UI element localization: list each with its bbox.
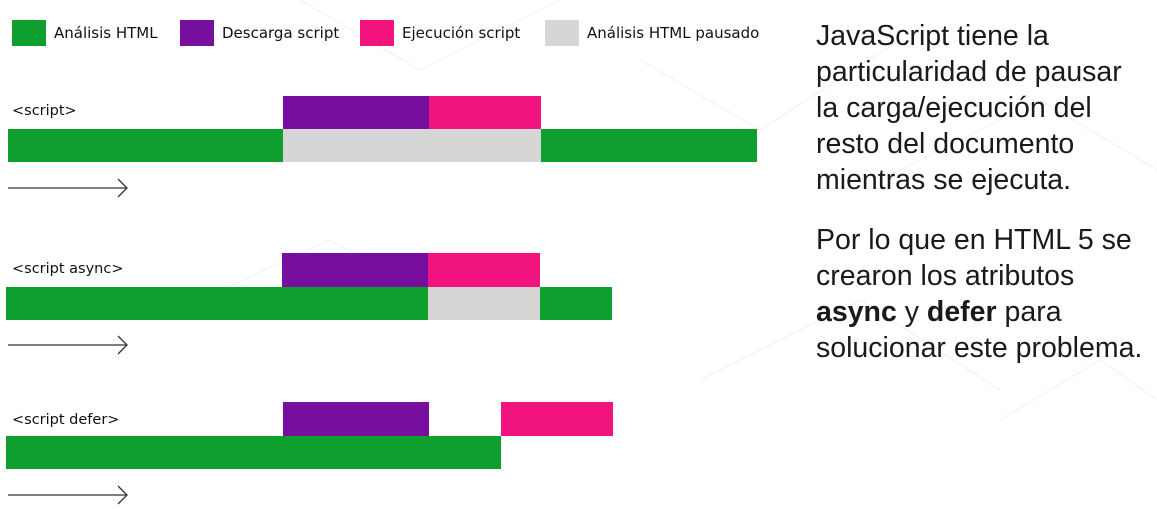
row1-parse-segment-1 xyxy=(8,129,283,162)
explanation-p2-after: para solucionar este problema. xyxy=(816,296,1143,364)
row1-execute-segment xyxy=(429,96,541,129)
row3-parse-segment xyxy=(6,436,501,469)
explanation-async-keyword: async xyxy=(816,296,897,328)
row1-time-arrow-icon xyxy=(8,178,128,198)
row2-time-arrow-icon xyxy=(8,335,128,355)
row1-download-segment xyxy=(283,96,429,129)
row3-download-segment xyxy=(283,402,429,436)
legend-swatch-execute xyxy=(360,20,394,46)
row2-paused-segment xyxy=(428,287,540,320)
legend-swatch-download xyxy=(180,20,214,46)
explanation-p2-before: Por lo que en HTML 5 se crearon los atri… xyxy=(816,224,1132,292)
row-label-script: <script> xyxy=(12,103,77,119)
row2-execute-segment xyxy=(428,253,540,287)
explanation-p2-middle: y xyxy=(896,296,927,328)
explanation-text: JavaScript tiene la particularidad de pa… xyxy=(816,18,1146,390)
row2-parse-segment-1 xyxy=(6,287,428,320)
legend-label-download: Descarga script xyxy=(222,24,340,42)
explanation-paragraph-1: JavaScript tiene la particularidad de pa… xyxy=(816,20,1122,196)
row2-download-segment xyxy=(282,253,428,287)
legend-swatch-paused xyxy=(545,20,579,46)
legend-swatch-parse xyxy=(12,20,46,46)
row3-execute-segment xyxy=(501,402,613,436)
explanation-paragraph-2: Por lo que en HTML 5 se crearon los atri… xyxy=(816,222,1146,366)
row-label-script-defer: <script defer> xyxy=(12,412,120,428)
legend-item-paused: Análisis HTML pausado xyxy=(545,20,759,46)
legend-item-parse: Análisis HTML xyxy=(12,20,158,46)
legend-label-paused: Análisis HTML pausado xyxy=(587,24,760,42)
legend-label-execute: Ejecución script xyxy=(402,24,521,42)
row2-parse-segment-2 xyxy=(540,287,612,320)
legend-item-download: Descarga script xyxy=(180,20,339,46)
row1-parse-segment-2 xyxy=(541,129,757,162)
row3-time-arrow-icon xyxy=(8,485,128,505)
legend-label-parse: Análisis HTML xyxy=(54,24,158,42)
row-label-script-async: <script async> xyxy=(12,261,124,277)
explanation-defer-keyword: defer xyxy=(926,296,997,328)
row1-paused-segment xyxy=(283,129,541,162)
legend-item-execute: Ejecución script xyxy=(360,20,520,46)
